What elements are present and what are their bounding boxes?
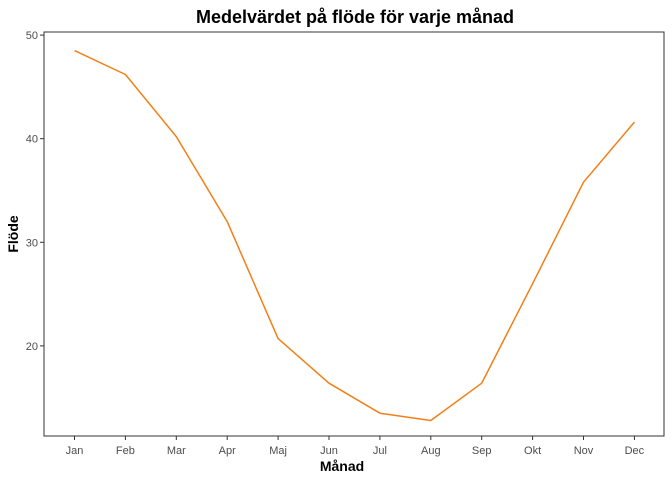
y-tick-label: 40 bbox=[26, 134, 38, 146]
x-tick-label: Sep bbox=[472, 445, 492, 457]
x-tick-label: Jun bbox=[320, 445, 338, 457]
series-layer bbox=[74, 49, 635, 422]
x-tick-label: Dec bbox=[625, 445, 645, 457]
y-tick-label: 30 bbox=[26, 237, 38, 249]
y-axis: 20 30 40 50 bbox=[26, 30, 44, 353]
x-axis: Jan Feb Mar Apr Maj Jun Jul Aug Sep Okt Nov Dec bbox=[66, 436, 645, 457]
y-tick-label: 50 bbox=[26, 30, 38, 42]
x-tick-label: Nov bbox=[574, 445, 594, 457]
x-tick-label: Okt bbox=[524, 445, 541, 457]
x-tick-label: Feb bbox=[116, 445, 135, 457]
chart-title: Medelvärdet på flöde för varje månad bbox=[196, 7, 514, 27]
x-tick-label: Jan bbox=[66, 445, 84, 457]
x-tick-label: Mar bbox=[167, 445, 186, 457]
x-axis-title: Månad bbox=[320, 458, 364, 474]
y-axis-title: Flöde bbox=[5, 215, 21, 253]
x-tick-label: Jul bbox=[373, 445, 387, 457]
plot-panel bbox=[43, 31, 665, 437]
x-tick-label: Maj bbox=[269, 445, 287, 457]
x-tick-label: Apr bbox=[219, 445, 236, 457]
series-line bbox=[74, 49, 635, 422]
y-tick-label: 20 bbox=[26, 341, 38, 353]
x-tick-label: Aug bbox=[421, 445, 441, 457]
